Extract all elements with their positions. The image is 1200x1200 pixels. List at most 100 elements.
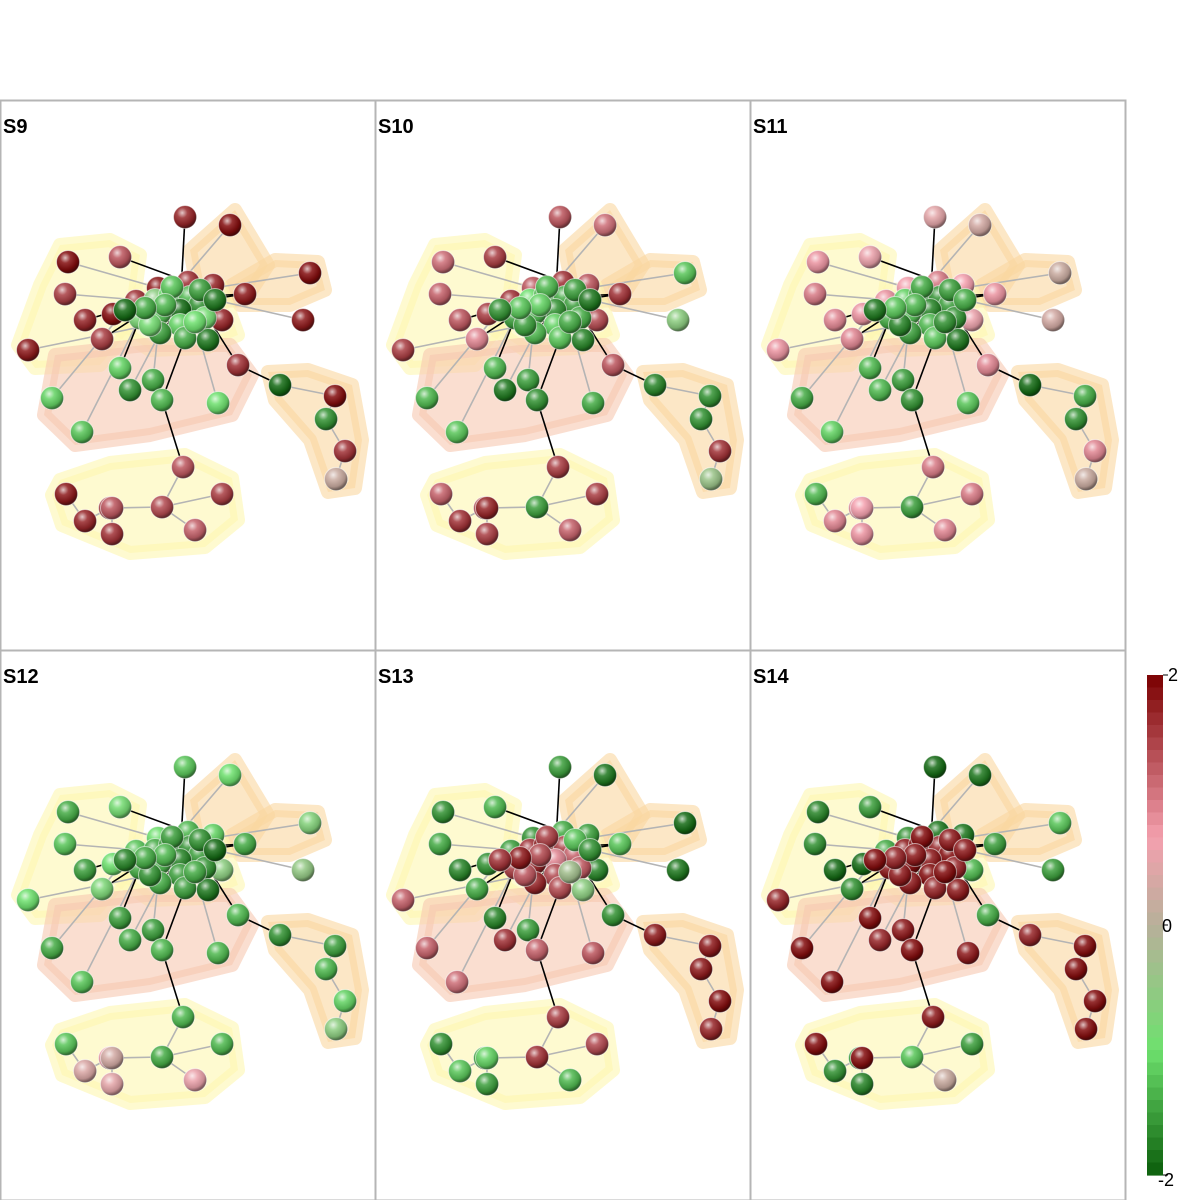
node <box>823 858 847 882</box>
node <box>218 213 242 237</box>
panel-s14: S14 <box>749 649 1127 1200</box>
node <box>445 420 469 444</box>
edge <box>214 299 304 321</box>
cluster-region <box>412 338 634 452</box>
node <box>1018 373 1042 397</box>
node <box>183 860 207 884</box>
node <box>546 455 570 479</box>
colorbar-step <box>1147 700 1163 714</box>
node <box>153 843 177 867</box>
node <box>298 811 322 835</box>
node <box>666 308 690 332</box>
colorbar-step <box>1147 762 1163 776</box>
node <box>581 941 605 965</box>
node <box>868 378 892 402</box>
node <box>1064 957 1088 981</box>
node <box>593 763 617 787</box>
node <box>850 522 874 546</box>
node <box>391 338 415 362</box>
node <box>803 832 827 856</box>
node <box>883 296 907 320</box>
node <box>429 1032 453 1056</box>
node <box>291 858 315 882</box>
node <box>133 846 157 870</box>
node <box>493 928 517 952</box>
node <box>956 941 980 965</box>
node <box>850 1046 874 1070</box>
node <box>666 858 690 882</box>
node <box>333 989 357 1013</box>
node <box>548 755 572 779</box>
colorbar-step <box>1147 962 1163 976</box>
node <box>804 482 828 506</box>
node <box>465 877 489 901</box>
node <box>268 923 292 947</box>
cluster-region <box>45 448 245 560</box>
node <box>475 496 499 520</box>
node <box>475 522 499 546</box>
node <box>933 1068 957 1092</box>
node <box>196 328 220 352</box>
node <box>548 205 572 229</box>
edge <box>27 324 151 351</box>
node <box>525 495 549 519</box>
node <box>56 250 80 274</box>
panel-s13: S13 <box>374 649 752 1200</box>
colorbar-step <box>1147 1075 1163 1089</box>
colorbar-step <box>1147 887 1163 901</box>
cluster-region <box>787 338 1009 452</box>
node <box>203 838 227 862</box>
node <box>571 328 595 352</box>
node <box>601 903 625 927</box>
node <box>118 378 142 402</box>
node <box>475 1072 499 1096</box>
node <box>113 848 137 872</box>
node <box>73 1059 97 1083</box>
node <box>956 391 980 415</box>
panel-title: S10 <box>378 116 414 138</box>
node <box>1048 811 1072 835</box>
node <box>429 482 453 506</box>
node <box>698 384 722 408</box>
colorbar-step <box>1147 1000 1163 1014</box>
node <box>141 368 165 392</box>
cluster-region <box>787 888 1009 1002</box>
node <box>900 388 924 412</box>
node <box>483 795 507 819</box>
colorbar-step <box>1147 950 1163 964</box>
node <box>1083 989 1107 1013</box>
node <box>100 1046 124 1070</box>
node <box>73 509 97 533</box>
node <box>1064 407 1088 431</box>
node <box>643 373 667 397</box>
colorbar-min-label: -2 <box>1158 1170 1174 1190</box>
node <box>1073 384 1097 408</box>
node <box>73 308 97 332</box>
node <box>900 1045 924 1069</box>
node <box>766 888 790 912</box>
colorbar-step <box>1147 975 1163 989</box>
edge <box>27 874 151 901</box>
network-graph <box>11 753 369 1110</box>
colorbar-step <box>1147 812 1163 826</box>
node <box>903 843 927 867</box>
node <box>883 846 907 870</box>
node <box>488 848 512 872</box>
node <box>150 1045 174 1069</box>
panel-s11: S11 <box>749 99 1127 652</box>
node <box>54 1032 78 1056</box>
node <box>820 420 844 444</box>
node <box>643 923 667 947</box>
node <box>803 282 827 306</box>
node <box>508 846 532 870</box>
node <box>90 877 114 901</box>
node <box>56 800 80 824</box>
node <box>53 832 77 856</box>
node <box>1041 308 1065 332</box>
edge <box>402 324 526 351</box>
node <box>160 825 184 849</box>
node <box>465 327 489 351</box>
node <box>493 378 517 402</box>
node <box>323 934 347 958</box>
colorbar-step <box>1147 1150 1163 1164</box>
